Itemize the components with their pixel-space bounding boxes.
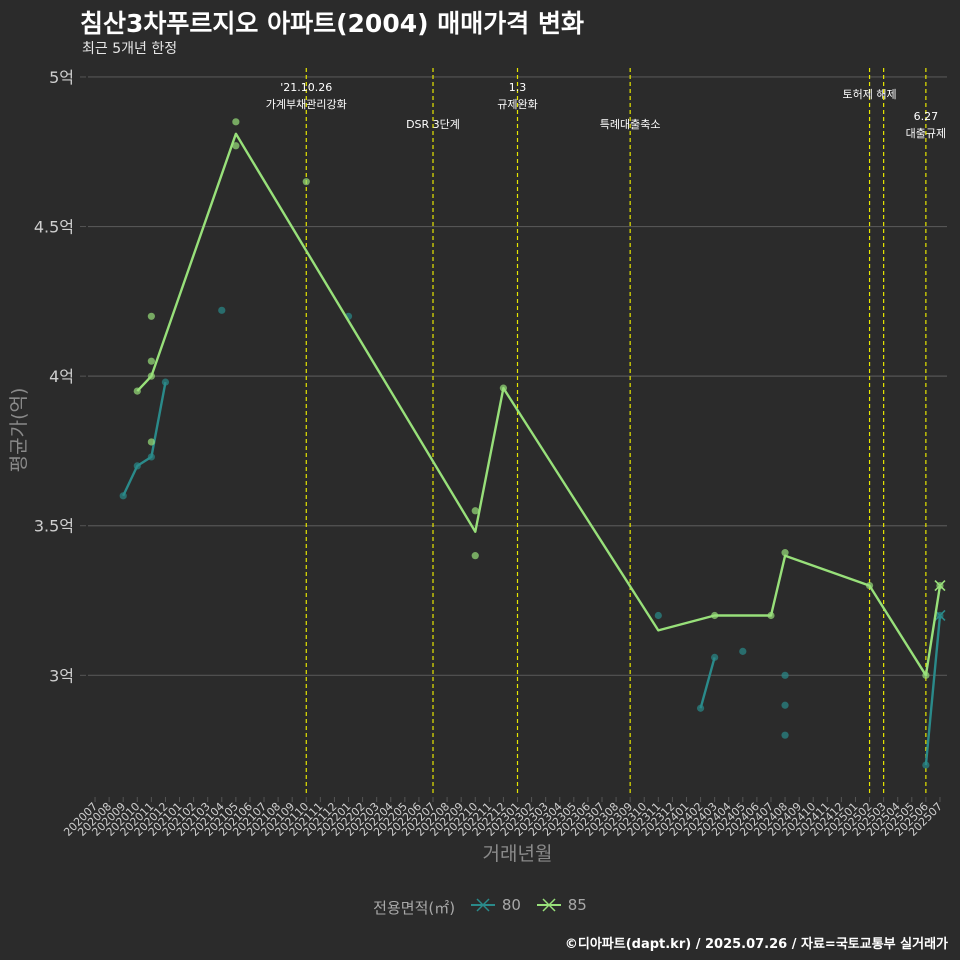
y-tick-label: 4억 <box>49 367 74 386</box>
legend-key-80-icon <box>470 898 495 912</box>
series-85-point <box>147 438 155 446</box>
series-80-point <box>781 671 789 679</box>
series-85-end-marker <box>934 580 946 592</box>
event-label: 규제완화 <box>497 98 537 111</box>
y-tick-label: 5억 <box>49 68 74 87</box>
event-label: 특례대출축소 <box>600 118 661 131</box>
series-85-line <box>136 132 942 677</box>
series-85-point <box>471 507 479 515</box>
y-tick-label: 3억 <box>49 666 74 685</box>
series-85-point <box>147 312 155 320</box>
event-label: 6.27 <box>914 110 939 123</box>
event-label: 가계부채관리강화 <box>266 98 347 111</box>
legend-item-85: 85 <box>536 896 587 914</box>
series-80-line <box>122 381 167 497</box>
series-85-point <box>781 549 789 557</box>
series-85-point <box>232 142 240 150</box>
series-80-point <box>739 647 747 655</box>
series-85-point <box>302 178 310 186</box>
series-80-point <box>218 306 226 314</box>
series-80-line <box>924 615 942 766</box>
event-label: DSR 3단계 <box>406 118 460 131</box>
legend-item-80: 80 <box>470 896 521 914</box>
series-80-point <box>696 704 705 712</box>
chart-title: 침산3차푸르지오 아파트(2004) 매매가격 변화 <box>80 9 584 38</box>
event-label: 토허제 해제 <box>842 87 896 101</box>
series-85-point <box>471 552 479 560</box>
legend-label-85: 85 <box>567 896 587 914</box>
series-85-point <box>147 357 155 365</box>
y-axis-title: 평균가(억) <box>8 388 30 473</box>
series-85-point <box>232 118 240 126</box>
series-80-line <box>699 657 716 709</box>
y-tick-label: 4.5억 <box>34 218 74 237</box>
series-80-point <box>781 731 789 739</box>
y-tick-label: 3.5억 <box>34 517 74 536</box>
x-axis-title: 거래년월 <box>483 843 553 865</box>
legend-label-80: 80 <box>501 896 521 914</box>
event-label: '21.10.26 <box>280 81 332 94</box>
legend-key-85-icon <box>536 898 561 912</box>
series-80-point <box>781 701 789 709</box>
legend: 전용면적(㎡) 80 85 <box>0 896 960 918</box>
series-80-point <box>654 611 662 620</box>
source-caption: ©디아파트(dapt.kr) / 2025.07.26 / 자료=국토교통부 실… <box>564 937 948 952</box>
event-label: 대출규제 <box>906 127 946 140</box>
series-80-point <box>711 653 719 661</box>
event-label: 1.3 <box>509 81 527 94</box>
chart-subtitle: 최근 5개년 한정 <box>82 41 178 57</box>
legend-title: 전용면적(㎡) <box>373 899 456 917</box>
